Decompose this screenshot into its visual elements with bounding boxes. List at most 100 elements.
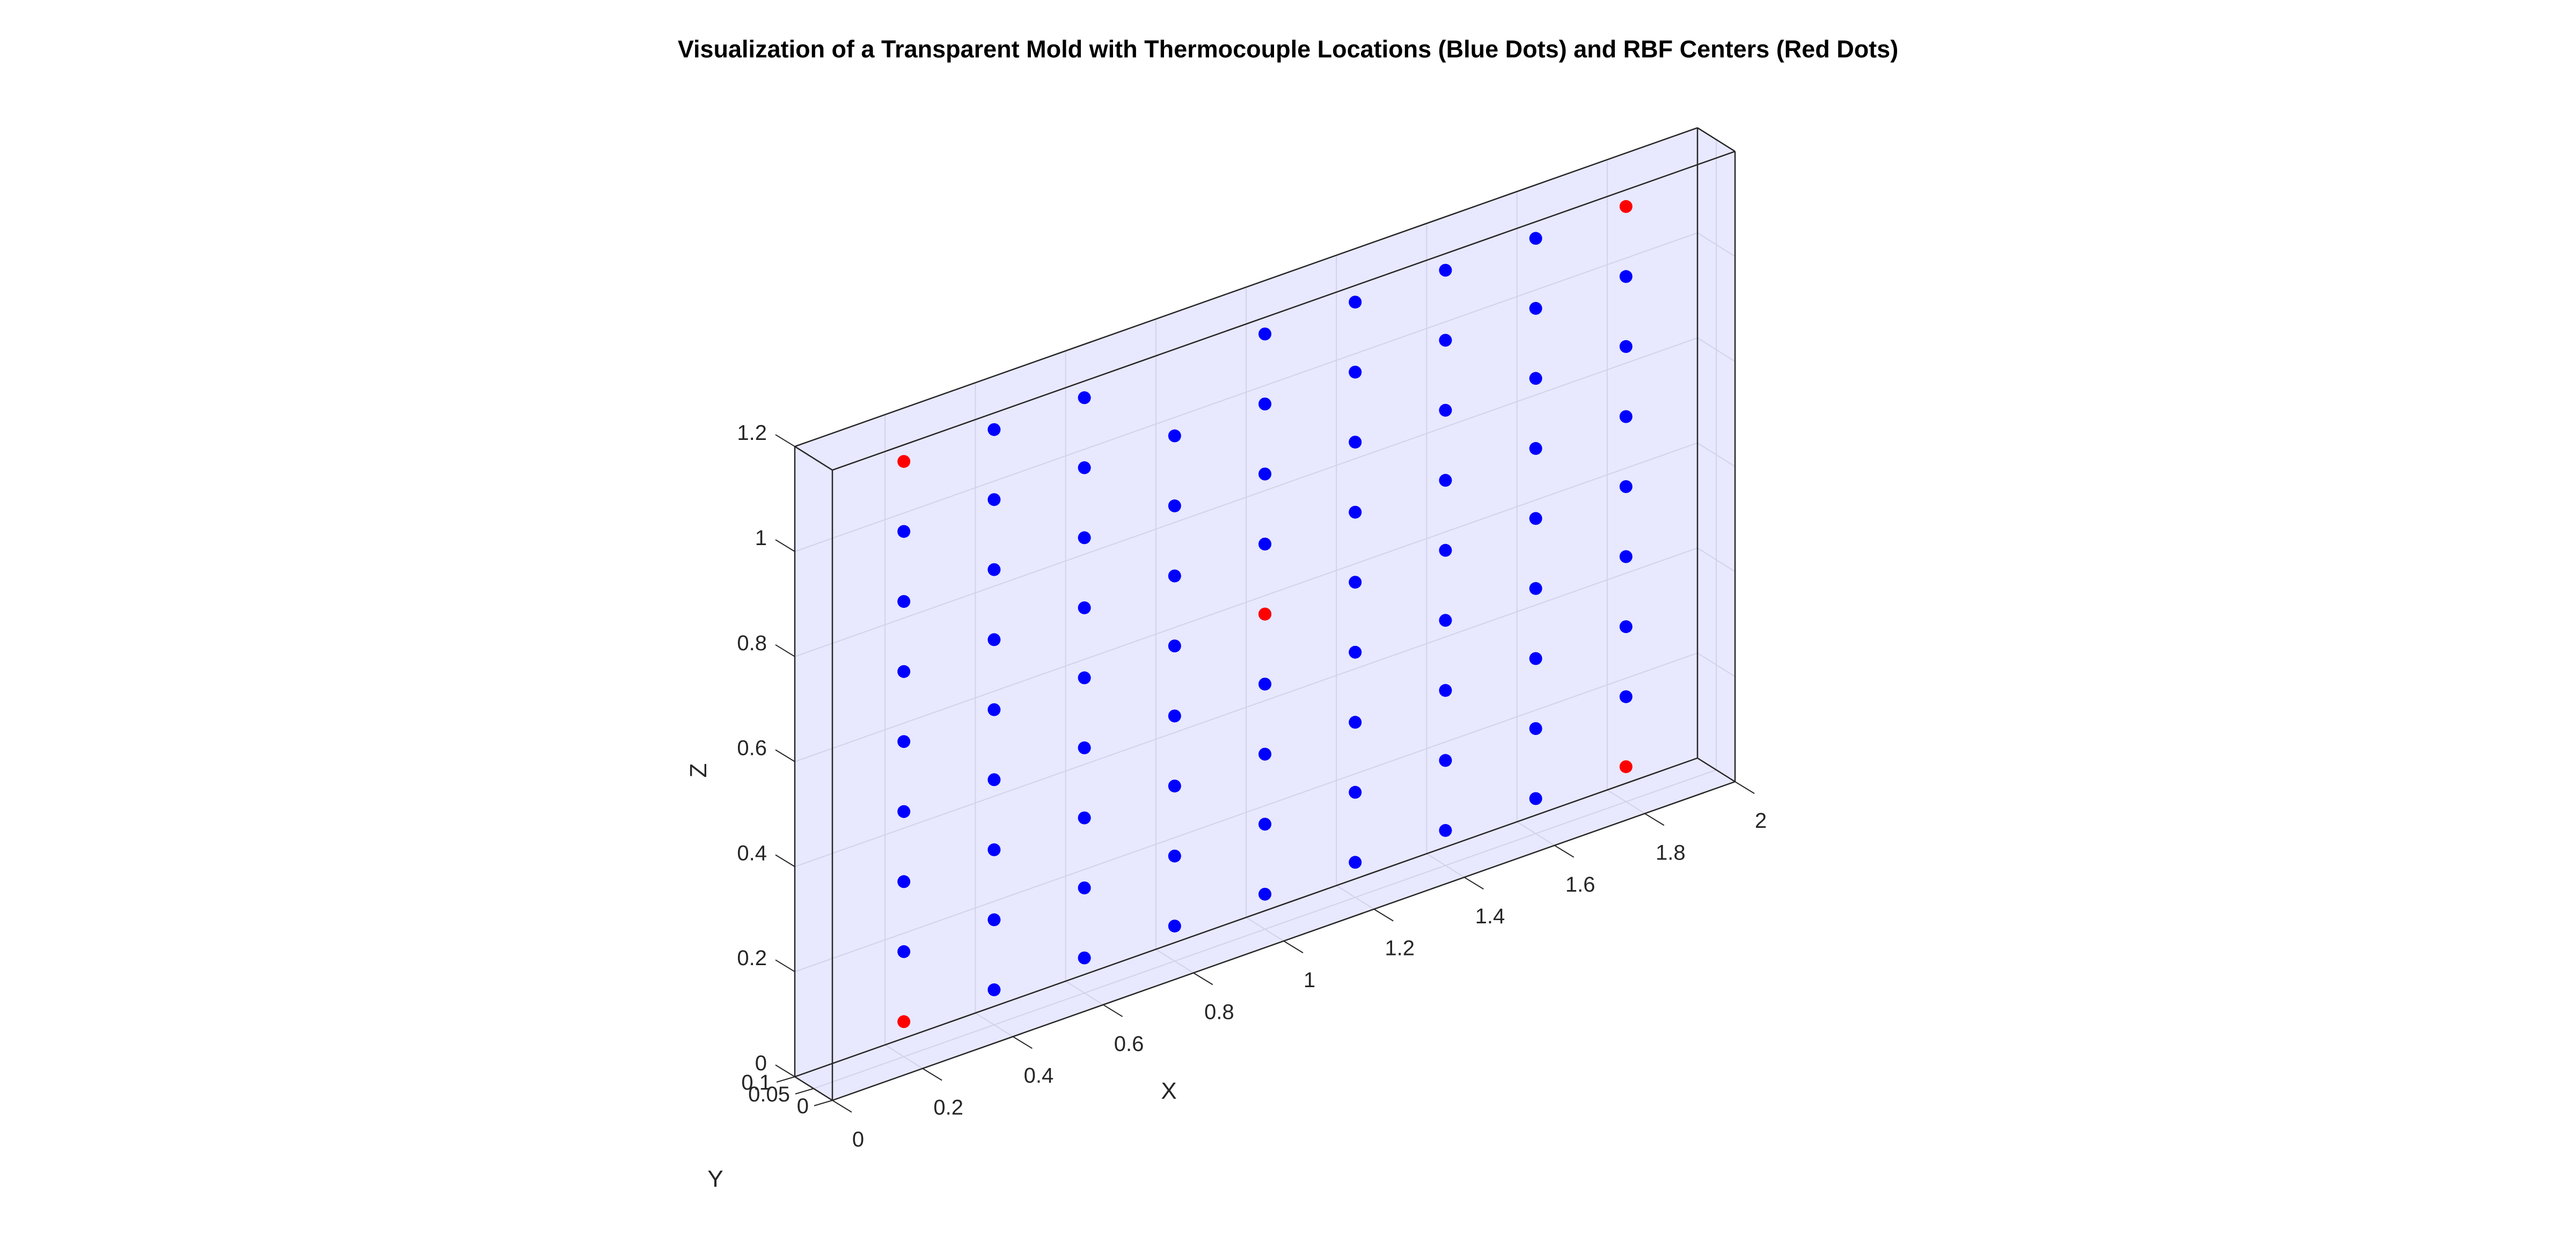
- thermocouple-point: [1439, 474, 1452, 487]
- thermocouple-point: [897, 735, 911, 748]
- x-tick-label: 0.8: [1204, 1000, 1234, 1024]
- thermocouple-point: [1078, 881, 1091, 894]
- mold-face-top: [795, 128, 1735, 471]
- thermocouple-point: [1258, 467, 1271, 481]
- z-tick: [775, 644, 795, 657]
- x-tick: [1373, 908, 1394, 922]
- x-tick: [1554, 844, 1575, 858]
- x-tick-label: 0: [852, 1128, 864, 1151]
- x-tick-label: 1.4: [1475, 905, 1505, 928]
- thermocouple-point: [1349, 716, 1362, 729]
- thermocouple-point: [1078, 601, 1091, 614]
- thermocouple-point: [1349, 365, 1362, 379]
- chart-title: Visualization of a Transparent Mold with…: [677, 35, 1899, 63]
- thermocouple-point: [1439, 543, 1452, 557]
- x-tick-label: 0.6: [1114, 1032, 1144, 1056]
- z-tick-label: 0.6: [737, 737, 767, 760]
- thermocouple-point: [1078, 671, 1091, 685]
- x-tick-label: 1.8: [1656, 841, 1686, 864]
- thermocouple-point: [1258, 538, 1271, 551]
- mold-face-bottom: [795, 758, 1735, 1100]
- thermocouple-point: [1168, 920, 1181, 933]
- x-tick: [1735, 781, 1755, 794]
- y-tick: [776, 1076, 795, 1083]
- thermocouple-point: [1349, 296, 1362, 309]
- mold-face-front: [832, 151, 1735, 1101]
- grid-line-z: [794, 547, 1698, 868]
- thermocouple-point: [897, 665, 911, 678]
- thermocouple-point: [1078, 531, 1091, 545]
- x-tick: [832, 1100, 852, 1113]
- thermocouple-point: [1529, 722, 1542, 735]
- rbf-center-point: [1258, 607, 1271, 621]
- thermocouple-point: [1439, 754, 1452, 767]
- thermocouple-point: [1258, 678, 1271, 691]
- y-tick-label: 0: [797, 1094, 809, 1118]
- z-tick-label: 0.2: [737, 946, 767, 970]
- x-tick-label: 1.6: [1565, 873, 1596, 896]
- z-tick-label: 0.4: [737, 841, 767, 865]
- thermocouple-point: [1439, 403, 1452, 417]
- mold-edge: [1697, 127, 1736, 152]
- grid-line-y-floor: [813, 769, 1717, 1089]
- thermocouple-point: [987, 633, 1001, 646]
- thermocouple-point: [897, 945, 911, 958]
- thermocouple-point: [1529, 302, 1542, 315]
- mold-face-right: [1697, 128, 1735, 782]
- rbf-center-point: [1619, 200, 1633, 213]
- grid-line-z: [794, 442, 1698, 762]
- thermocouple-point: [987, 913, 1001, 927]
- y-axis-label: Y: [707, 1166, 723, 1192]
- thermocouple-point: [1078, 461, 1091, 474]
- thermocouple-point: [1168, 499, 1181, 512]
- z-tick: [775, 749, 795, 762]
- x-axis-label: X: [1161, 1078, 1176, 1104]
- thermocouple-point: [1529, 582, 1542, 595]
- thermocouple-point: [1258, 818, 1271, 831]
- x-tick-label: 0.4: [1024, 1064, 1054, 1087]
- grid-line-z: [794, 652, 1698, 973]
- thermocouple-point: [1439, 824, 1452, 837]
- thermocouple-point: [1258, 887, 1271, 901]
- z-tick: [775, 854, 795, 868]
- x-tick: [1193, 972, 1213, 986]
- z-tick: [775, 539, 795, 552]
- mold-edge: [794, 757, 1698, 1078]
- rbf-center-point: [897, 1015, 911, 1028]
- thermocouple-point: [1349, 785, 1362, 799]
- thermocouple-point: [1349, 856, 1362, 869]
- x-tick: [1283, 940, 1304, 953]
- thermocouple-point: [1349, 436, 1362, 449]
- thermocouple-point: [1619, 550, 1633, 563]
- x-tick-label: 0.2: [933, 1096, 963, 1120]
- y-tick-label: 0.05: [748, 1083, 790, 1106]
- thermocouple-point: [1078, 741, 1091, 754]
- rbf-center-point: [897, 455, 911, 468]
- thermocouple-point: [987, 703, 1001, 716]
- x-tick-label: 1.2: [1385, 937, 1415, 960]
- thermocouple-point: [1078, 811, 1091, 825]
- thermocouple-point: [987, 983, 1001, 996]
- thermocouple-point: [1619, 270, 1633, 283]
- z-tick-label: 1.2: [737, 421, 767, 445]
- thermocouple-point: [1168, 569, 1181, 583]
- thermocouple-point: [1258, 398, 1271, 410]
- thermocouple-point: [1619, 690, 1633, 703]
- mold-edge: [794, 446, 833, 471]
- thermocouple-point: [1529, 792, 1542, 805]
- thermocouple-point: [1168, 709, 1181, 723]
- z-tick: [775, 1064, 795, 1077]
- rbf-center-point: [1619, 760, 1633, 774]
- thermocouple-point: [897, 525, 911, 538]
- thermocouple-point: [1529, 442, 1542, 455]
- thermocouple-point: [1168, 849, 1181, 863]
- mold-edge: [1697, 757, 1736, 783]
- axes-layer: 00.20.40.60.811.21.41.61.8200.050.100.20…: [685, 421, 1767, 1192]
- thermocouple-point: [1529, 232, 1542, 245]
- thermocouple-point: [897, 875, 911, 888]
- thermocouple-point: [1439, 334, 1452, 347]
- thermocouple-point: [1529, 652, 1542, 665]
- thermocouple-point: [897, 595, 911, 608]
